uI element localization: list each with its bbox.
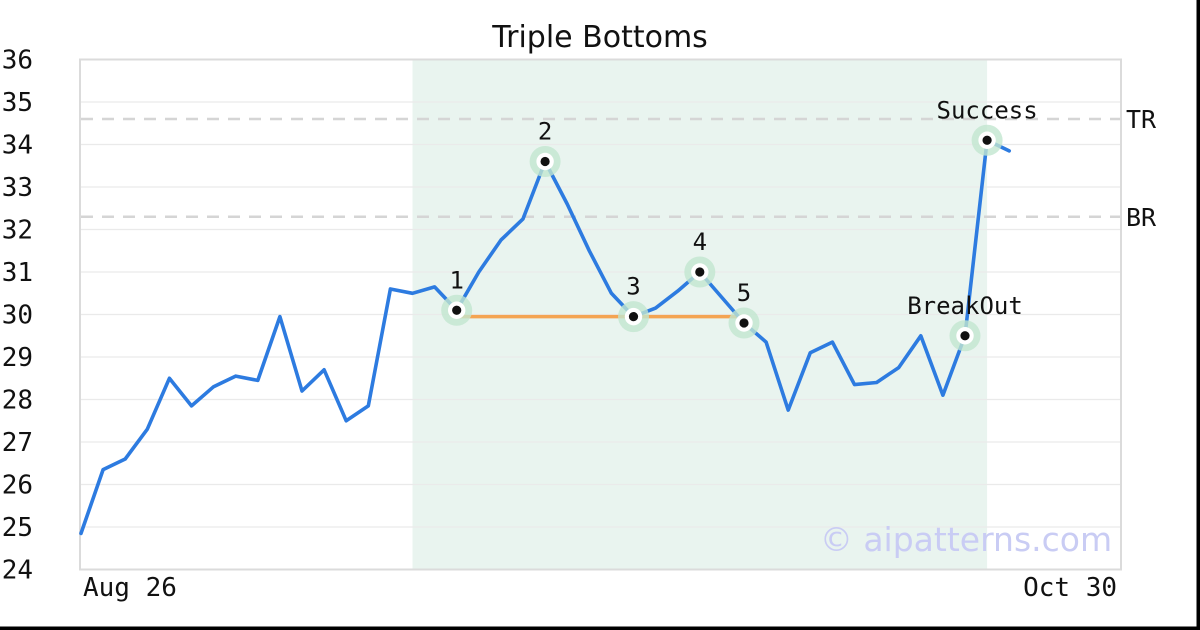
frame-edge-bottom (0, 626, 1200, 630)
marker-dot (452, 305, 462, 315)
marker-dot (695, 267, 705, 277)
marker-label-success: Success (937, 96, 1038, 124)
marker-dot (628, 312, 639, 322)
y-tick-label: 24 (2, 556, 33, 586)
y-tick-label: 28 (2, 386, 33, 416)
y-tick-label: 27 (2, 428, 33, 458)
marker-dot (960, 331, 970, 341)
marker-label-2: 2 (538, 118, 552, 146)
plot-border (79, 58, 1122, 571)
y-tick-label: 32 (2, 216, 33, 246)
y-tick-label: 25 (2, 513, 33, 543)
x-tick-label-right: Oct 30 (1023, 573, 1117, 603)
marker-label-4: 4 (693, 228, 707, 256)
marker-label-3: 3 (626, 273, 640, 301)
chart-title: Triple Bottoms (491, 20, 708, 55)
frame-edge-right (1196, 0, 1200, 630)
y-tick-label: 29 (2, 343, 33, 373)
y-tick-label: 26 (2, 471, 33, 501)
x-tick-label-left: Aug 26 (83, 573, 177, 603)
y-tick-label: 35 (2, 88, 33, 118)
y-tick-label: 34 (2, 131, 33, 161)
y-tick-label: 36 (2, 46, 33, 76)
tr-label: TR (1126, 105, 1157, 134)
marker-label-1: 1 (449, 266, 463, 294)
y-tick-label: 31 (2, 258, 33, 288)
y-tick-label: 33 (2, 173, 33, 203)
marker-dot (982, 135, 992, 145)
marker-dot (540, 156, 550, 167)
marker-label-breakout: BreakOut (907, 292, 1023, 320)
y-tick-label: 30 (2, 301, 33, 331)
marker-label-5: 5 (737, 279, 751, 307)
br-label: BR (1126, 203, 1157, 232)
marker-dot (739, 318, 749, 328)
watermark: © aipatterns.com (820, 520, 1112, 559)
